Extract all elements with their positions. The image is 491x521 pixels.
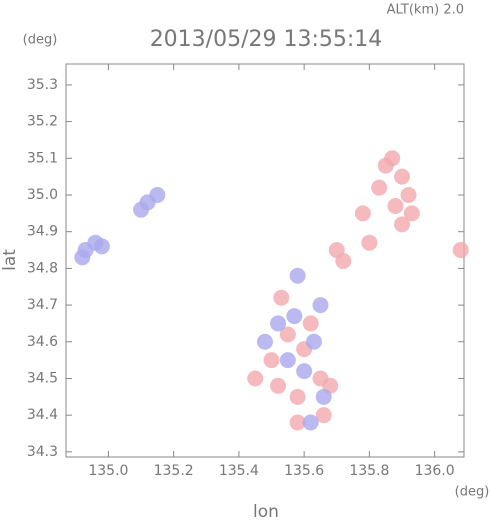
radar-echo — [384, 150, 401, 167]
radar-echo — [335, 253, 352, 270]
radar-echo — [273, 289, 290, 306]
radar-echo — [361, 234, 378, 251]
y-axis-title: lat — [0, 249, 20, 271]
y-tick-label: 35.1 — [27, 150, 58, 166]
radar-echo — [149, 187, 166, 203]
x-tick-label: 135.4 — [219, 463, 259, 479]
x-tick-label: 135.8 — [349, 463, 389, 479]
radar-echo — [270, 377, 287, 394]
y-tick-label: 34.9 — [27, 224, 58, 240]
radar-echo — [270, 315, 287, 332]
radar-echo — [93, 238, 110, 255]
radar-echo — [394, 168, 411, 185]
radar-echo — [302, 414, 319, 431]
radar-echo — [371, 179, 388, 196]
radar-echo — [400, 187, 417, 203]
radar-echo — [452, 242, 469, 259]
radar-echo — [289, 267, 306, 284]
y-tick-label: 35.3 — [27, 77, 58, 93]
y-tick-label: 34.5 — [27, 370, 58, 386]
x-unit: (deg) — [455, 485, 490, 500]
x-tick-label: 135.2 — [154, 463, 194, 479]
radar-echo — [296, 363, 313, 380]
y-unit: (deg) — [23, 33, 58, 48]
radar-echo — [257, 333, 273, 350]
y-tick-label: 34.8 — [27, 260, 58, 276]
radar-echo — [387, 198, 404, 215]
radar-echo — [315, 407, 332, 424]
y-tick-label: 34.6 — [27, 334, 58, 350]
radar-echo — [263, 352, 280, 369]
radar-echo — [403, 205, 420, 222]
radar-echo — [289, 414, 306, 431]
radar-echo — [394, 216, 411, 233]
annotation: ALT(km) 2.0 — [387, 3, 464, 18]
radar-echo — [247, 370, 264, 387]
radar-echo — [279, 352, 296, 369]
x-tick-label: 136.0 — [415, 463, 455, 479]
y-tick-label: 35.2 — [27, 114, 58, 130]
radar-echo — [286, 308, 303, 325]
radar-echo — [305, 333, 322, 350]
y-tick-label: 34.4 — [27, 407, 58, 423]
x-tick-label: 135.6 — [284, 463, 324, 479]
radar-echo — [74, 249, 91, 266]
radar-echo — [133, 201, 150, 218]
radar-echo — [289, 388, 306, 405]
radar-echo — [302, 315, 319, 332]
x-tick-label: 135.0 — [88, 463, 128, 479]
radar-echo — [279, 326, 296, 343]
radar-echo — [354, 205, 371, 222]
y-tick-label: 35.0 — [27, 187, 58, 203]
chart-title: 2013/05/29 13:55:14 — [150, 27, 383, 52]
radar-echo — [315, 388, 332, 405]
x-axis-title: lon — [253, 502, 279, 521]
y-tick-label: 34.3 — [27, 444, 58, 460]
plot-frame — [65, 63, 465, 458]
radar-echo — [312, 297, 329, 314]
y-tick-label: 34.7 — [27, 297, 58, 313]
